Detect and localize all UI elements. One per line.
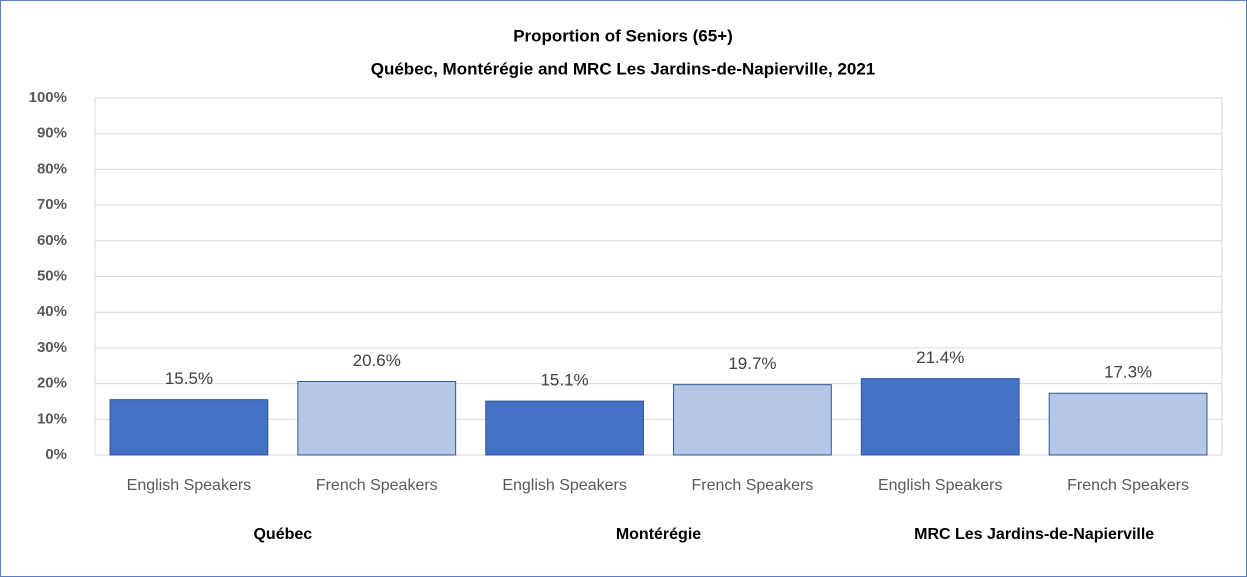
x-tick-label: French Speakers (1067, 477, 1189, 494)
bar (673, 384, 832, 456)
data-label: 20.6% (353, 351, 401, 370)
chart-title: Proportion of Seniors (65+) (513, 26, 733, 45)
y-tick-label: 30% (37, 339, 67, 356)
x-tick-label: English Speakers (502, 477, 627, 494)
group-label: Québec (253, 526, 312, 543)
y-tick-label: 40% (37, 303, 67, 320)
bar (485, 400, 644, 456)
y-tick-label: 50% (37, 267, 67, 284)
bar (297, 380, 457, 456)
bar (860, 378, 1020, 456)
data-label: 15.1% (540, 371, 588, 390)
x-tick-label: English Speakers (878, 477, 1003, 494)
bar (109, 399, 269, 456)
y-tick-label: 100% (29, 89, 67, 106)
chart-subtitle: Québec, Montérégie and MRC Les Jardins-d… (371, 59, 876, 78)
x-tick-label: English Speakers (127, 477, 252, 494)
data-label: 17.3% (1104, 363, 1152, 382)
y-tick-label: 10% (37, 410, 67, 427)
y-tick-label: 80% (37, 160, 67, 177)
y-tick-label: 20% (37, 375, 67, 392)
data-label: 15.5% (165, 369, 213, 388)
data-label: 19.7% (728, 354, 776, 373)
y-tick-label: 60% (37, 232, 67, 249)
data-label: 21.4% (916, 348, 964, 367)
x-tick-label: French Speakers (316, 477, 438, 494)
y-tick-label: 0% (45, 446, 67, 463)
group-label: Montérégie (616, 526, 701, 543)
y-tick-label: 90% (37, 125, 67, 142)
bar (1048, 392, 1208, 456)
x-tick-label: French Speakers (691, 477, 813, 494)
y-tick-label: 70% (37, 196, 67, 213)
group-label: MRC Les Jardins-de-Napierville (914, 526, 1154, 543)
